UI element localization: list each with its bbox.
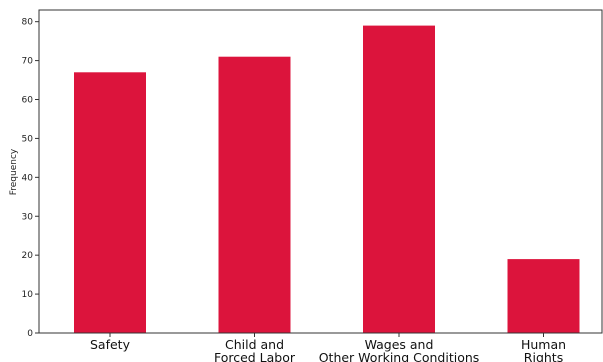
x-tick-label-3: Human Rights — [521, 337, 566, 362]
y-axis-label: Frequency — [9, 148, 19, 195]
bar-3 — [507, 259, 580, 333]
x-tick-label-line: Human — [521, 337, 566, 352]
bar-1 — [218, 56, 291, 333]
x-tick-label-line: Child and — [225, 337, 284, 352]
y-tick-label-7: 70 — [22, 57, 34, 67]
y-axis-ticks: 0 10 20 30 40 50 60 70 80 — [22, 18, 39, 339]
y-tick-label-3: 30 — [22, 212, 34, 222]
axes-group — [38, 9, 603, 334]
bars-group — [74, 25, 580, 334]
y-tick-label-2: 20 — [22, 251, 34, 261]
x-tick-label-line: Forced Labor — [214, 350, 296, 362]
x-tick-label-0: Safety — [90, 337, 131, 352]
x-tick-label-line: Rights — [524, 350, 563, 362]
x-tick-label-line: Wages and — [365, 337, 434, 352]
y-tick-label-5: 50 — [22, 134, 34, 144]
x-tick-label-1: Child and Forced Labor — [214, 337, 296, 362]
x-tick-label-line: Safety — [90, 337, 131, 352]
bar-2 — [363, 25, 435, 333]
y-tick-label-6: 60 — [22, 96, 34, 106]
y-tick-label-4: 40 — [22, 173, 34, 183]
x-tick-label-line: Other Working Conditions — [319, 350, 480, 362]
bar-0 — [74, 72, 146, 334]
y-tick-label-8: 80 — [22, 18, 34, 28]
x-axis-ticks: Safety Child and Forced Labor Wages and Othe… — [90, 333, 566, 362]
y-tick-label-1: 10 — [22, 290, 34, 300]
y-tick-label-0: 0 — [27, 329, 33, 339]
plot-frame — [38, 9, 603, 334]
x-tick-label-2: Wages and Other Working Conditions — [319, 337, 480, 362]
